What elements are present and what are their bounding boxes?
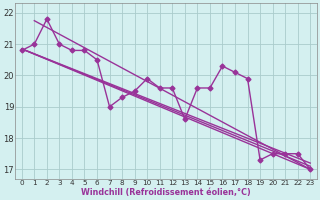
X-axis label: Windchill (Refroidissement éolien,°C): Windchill (Refroidissement éolien,°C) [81, 188, 251, 197]
